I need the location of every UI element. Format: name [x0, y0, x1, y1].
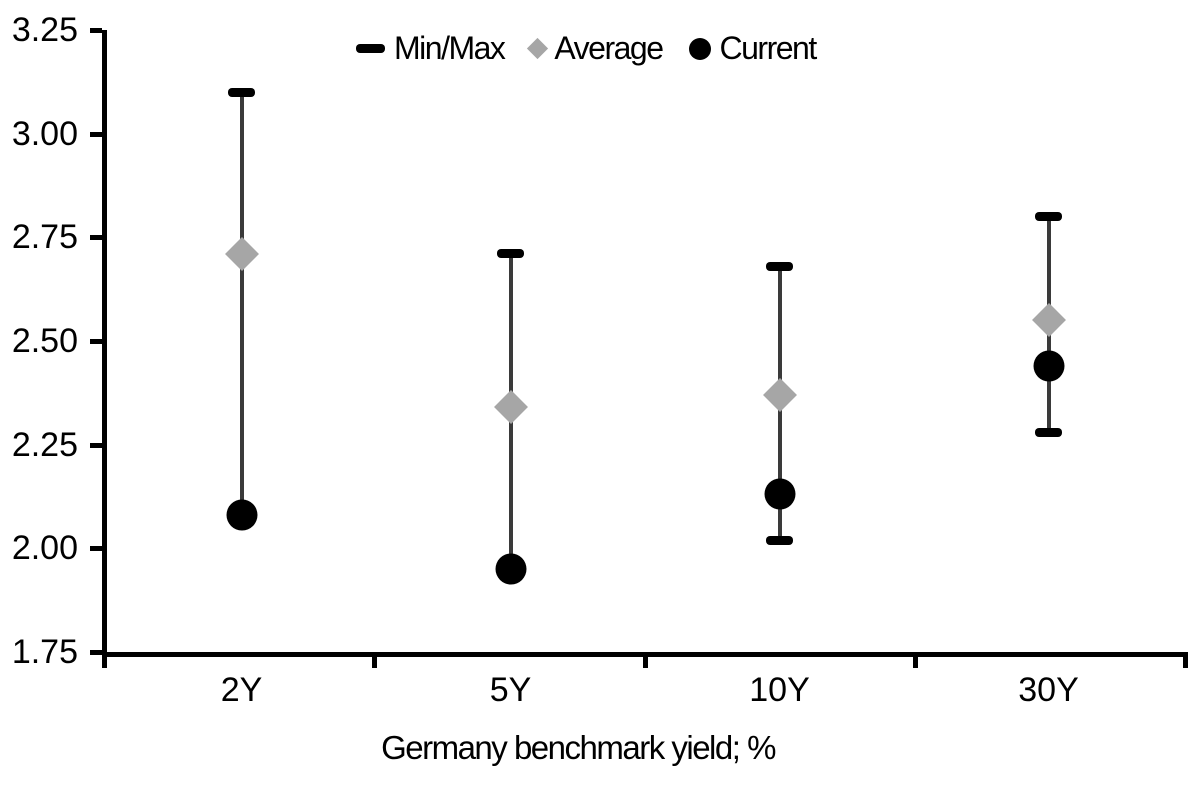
legend-label-minmax: Min/Max [394, 30, 506, 66]
max-cap [766, 261, 793, 271]
y-tick-mark [90, 131, 102, 137]
x-tick-mark [102, 652, 107, 668]
legend-item-minmax: Min/Max [356, 30, 506, 67]
current-marker [226, 499, 257, 531]
min-cap [1035, 427, 1062, 437]
y-tick-label: 1.75 [11, 633, 78, 671]
y-tick-mark [90, 442, 102, 448]
min-cap [766, 535, 793, 545]
current-marker [495, 553, 526, 585]
x-tick-mark [1183, 652, 1188, 668]
y-tick-mark [90, 546, 102, 552]
current-marker [1033, 350, 1064, 382]
y-tick-mark [90, 339, 102, 344]
legend-item-current: Current [688, 30, 818, 67]
current-circle-icon [688, 37, 711, 60]
current-marker [764, 478, 795, 510]
x-tick-mark [913, 652, 918, 668]
y-tick-label: 2.50 [11, 322, 78, 360]
x-tick-label: 30Y [1018, 671, 1079, 709]
y-tick-mark [90, 235, 102, 241]
y-tick-mark [90, 650, 102, 655]
x-tick-label: 10Y [749, 671, 810, 709]
x-tick-label: 5Y [489, 671, 532, 709]
legend-label-average: Average [554, 30, 664, 66]
max-cap [497, 249, 524, 259]
y-tick-mark [90, 28, 102, 33]
max-cap [228, 87, 255, 97]
chart-legend: Min/Max Average Current [356, 30, 818, 67]
x-tick-mark [643, 652, 648, 668]
y-tick-label: 2.00 [11, 529, 78, 568]
max-cap [1035, 212, 1062, 222]
y-tick-label: 2.25 [11, 425, 78, 464]
x-axis-title: Germany benchmark yield; % [381, 729, 776, 766]
range-line [239, 92, 244, 516]
y-tick-label: 3.25 [11, 11, 78, 49]
y-tick-label: 3.00 [11, 114, 78, 153]
plot-area [102, 30, 1183, 657]
legend-label-current: Current [719, 30, 818, 66]
x-tick-mark [372, 652, 377, 668]
legend-item-average: Average [527, 30, 664, 67]
y-tick-label: 2.75 [11, 218, 78, 257]
minmax-dash-icon [356, 44, 385, 53]
x-tick-label: 2Y [220, 671, 263, 709]
